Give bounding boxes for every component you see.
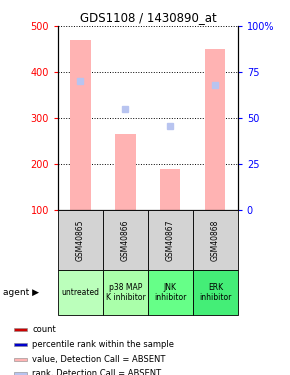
- Bar: [193, 270, 238, 315]
- Text: GSM40866: GSM40866: [121, 219, 130, 261]
- Bar: [14, 328, 27, 331]
- Bar: [205, 49, 225, 210]
- Text: count: count: [32, 325, 56, 334]
- Bar: [14, 357, 27, 361]
- Title: GDS1108 / 1430890_at: GDS1108 / 1430890_at: [79, 11, 216, 24]
- Bar: [193, 210, 238, 270]
- Text: agent ▶: agent ▶: [3, 288, 39, 297]
- Text: GSM40867: GSM40867: [166, 219, 175, 261]
- Bar: [160, 169, 180, 210]
- Bar: [14, 343, 27, 346]
- Bar: [103, 270, 148, 315]
- Bar: [14, 372, 27, 375]
- Text: ERK
inhibitor: ERK inhibitor: [199, 283, 231, 302]
- Bar: [148, 270, 193, 315]
- Bar: [115, 134, 135, 210]
- Text: GSM40868: GSM40868: [211, 219, 220, 261]
- Bar: [70, 40, 90, 210]
- Text: value, Detection Call = ABSENT: value, Detection Call = ABSENT: [32, 355, 165, 364]
- Bar: [148, 210, 193, 270]
- Bar: [103, 210, 148, 270]
- Text: JNK
inhibitor: JNK inhibitor: [154, 283, 186, 302]
- Text: percentile rank within the sample: percentile rank within the sample: [32, 340, 174, 349]
- Text: GSM40865: GSM40865: [76, 219, 85, 261]
- Text: rank, Detection Call = ABSENT: rank, Detection Call = ABSENT: [32, 369, 161, 375]
- Text: untreated: untreated: [61, 288, 99, 297]
- Text: p38 MAP
K inhibitor: p38 MAP K inhibitor: [106, 283, 145, 302]
- Bar: [58, 270, 103, 315]
- Bar: [58, 210, 103, 270]
